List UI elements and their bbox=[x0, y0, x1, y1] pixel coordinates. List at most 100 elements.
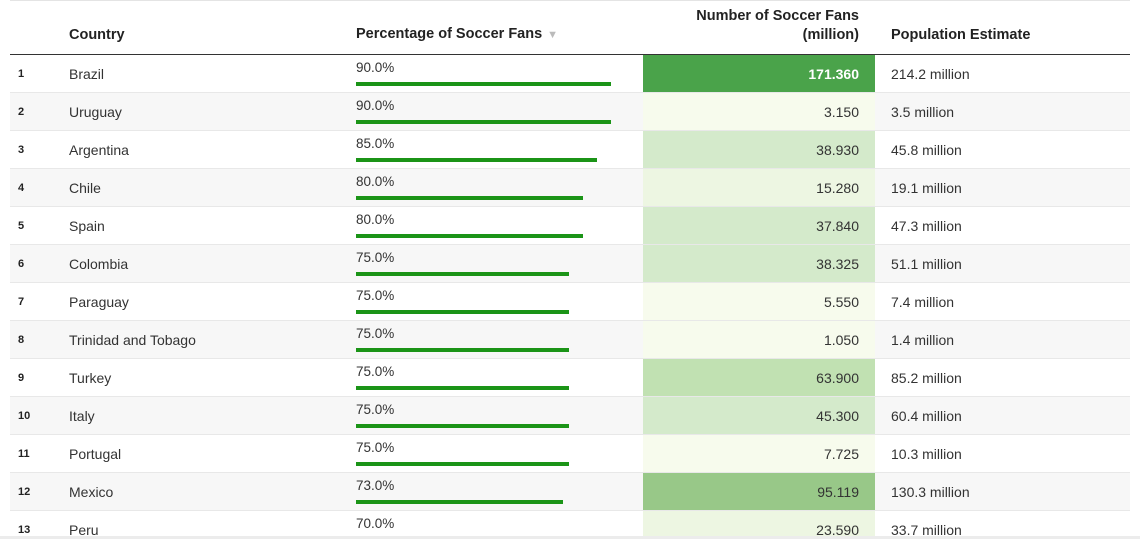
population-cell: 1.4 million bbox=[875, 320, 1130, 359]
percentage-cell: 85.0% bbox=[356, 130, 643, 169]
column-header-country[interactable]: Country bbox=[53, 1, 356, 55]
percentage-cell: 73.0% bbox=[356, 472, 643, 511]
percentage-bar bbox=[356, 234, 583, 238]
table-row: 5 Spain 80.0% 37.840 47.3 million bbox=[10, 206, 1130, 245]
percentage-bar bbox=[356, 500, 563, 504]
population-cell: 33.7 million bbox=[875, 510, 1130, 539]
population-cell: 45.8 million bbox=[875, 130, 1130, 169]
percentage-label: 85.0% bbox=[356, 136, 395, 151]
rank-cell: 10 bbox=[10, 396, 53, 435]
population-cell: 214.2 million bbox=[875, 54, 1130, 93]
percentage-cell: 75.0% bbox=[356, 358, 643, 397]
table-row: 11 Portugal 75.0% 7.725 10.3 million bbox=[10, 434, 1130, 473]
soccer-fans-table: Country Percentage of Soccer Fans ▼ Numbe… bbox=[10, 1, 1130, 539]
fans-cell: 5.550 bbox=[643, 282, 875, 321]
percentage-label: 80.0% bbox=[356, 212, 395, 227]
percentage-cell: 75.0% bbox=[356, 434, 643, 473]
table-row: 7 Paraguay 75.0% 5.550 7.4 million bbox=[10, 282, 1130, 321]
country-cell: Mexico bbox=[53, 472, 356, 511]
scroll-edge bbox=[0, 536, 1140, 539]
percentage-cell: 80.0% bbox=[356, 168, 643, 207]
table-row: 12 Mexico 73.0% 95.119 130.3 million bbox=[10, 472, 1130, 511]
percentage-cell: 70.0% bbox=[356, 510, 643, 539]
country-cell: Spain bbox=[53, 206, 356, 245]
fans-cell: 1.050 bbox=[643, 320, 875, 359]
fans-cell: 3.150 bbox=[643, 92, 875, 131]
sort-descending-icon[interactable]: ▼ bbox=[547, 29, 559, 41]
percentage-label: 75.0% bbox=[356, 402, 395, 417]
population-cell: 47.3 million bbox=[875, 206, 1130, 245]
column-header-population[interactable]: Population Estimate bbox=[875, 1, 1130, 55]
percentage-bar bbox=[356, 272, 569, 276]
rank-cell: 4 bbox=[10, 168, 53, 207]
column-header-percentage[interactable]: Percentage of Soccer Fans ▼ bbox=[356, 1, 643, 55]
percentage-cell: 90.0% bbox=[356, 54, 643, 93]
percentage-label: 75.0% bbox=[356, 440, 395, 455]
percentage-cell: 75.0% bbox=[356, 320, 643, 359]
fans-cell: 171.360 bbox=[643, 54, 875, 93]
table-row: 2 Uruguay 90.0% 3.150 3.5 million bbox=[10, 92, 1130, 131]
country-cell: Italy bbox=[53, 396, 356, 435]
population-cell: 19.1 million bbox=[875, 168, 1130, 207]
table-row: 10 Italy 75.0% 45.300 60.4 million bbox=[10, 396, 1130, 435]
percentage-label: 75.0% bbox=[356, 364, 395, 379]
percentage-label: 73.0% bbox=[356, 478, 395, 493]
percentage-bar bbox=[356, 424, 569, 428]
column-header-fans[interactable]: Number of Soccer Fans (million) bbox=[643, 1, 875, 55]
fans-cell: 23.590 bbox=[643, 510, 875, 539]
population-cell: 10.3 million bbox=[875, 434, 1130, 473]
percentage-bar bbox=[356, 386, 569, 390]
country-cell: Uruguay bbox=[53, 92, 356, 131]
column-header-percentage-label: Percentage of Soccer Fans bbox=[356, 26, 543, 42]
country-cell: Chile bbox=[53, 168, 356, 207]
country-cell: Brazil bbox=[53, 54, 356, 93]
fans-cell: 45.300 bbox=[643, 396, 875, 435]
country-cell: Turkey bbox=[53, 358, 356, 397]
column-header-population-label: Population Estimate bbox=[891, 27, 1031, 43]
column-header-fans-label-line1: Number of Soccer Fans bbox=[696, 8, 859, 24]
percentage-label: 75.0% bbox=[356, 288, 395, 303]
table-row: 3 Argentina 85.0% 38.930 45.8 million bbox=[10, 130, 1130, 169]
rank-cell: 13 bbox=[10, 510, 53, 539]
percentage-bar bbox=[356, 196, 583, 200]
percentage-cell: 75.0% bbox=[356, 244, 643, 283]
fans-cell: 38.930 bbox=[643, 130, 875, 169]
rank-cell: 6 bbox=[10, 244, 53, 283]
country-cell: Paraguay bbox=[53, 282, 356, 321]
population-cell: 130.3 million bbox=[875, 472, 1130, 511]
percentage-bar bbox=[356, 310, 569, 314]
percentage-cell: 80.0% bbox=[356, 206, 643, 245]
column-header-country-label: Country bbox=[69, 27, 125, 43]
percentage-label: 90.0% bbox=[356, 98, 395, 113]
percentage-label: 80.0% bbox=[356, 174, 395, 189]
table-row: 4 Chile 80.0% 15.280 19.1 million bbox=[10, 168, 1130, 207]
population-cell: 7.4 million bbox=[875, 282, 1130, 321]
population-cell: 85.2 million bbox=[875, 358, 1130, 397]
percentage-bar bbox=[356, 82, 611, 86]
table-row: 13 Peru 70.0% 23.590 33.7 million bbox=[10, 510, 1130, 539]
percentage-label: 75.0% bbox=[356, 250, 395, 265]
rank-cell: 12 bbox=[10, 472, 53, 511]
country-cell: Argentina bbox=[53, 130, 356, 169]
country-cell: Colombia bbox=[53, 244, 356, 283]
fans-cell: 37.840 bbox=[643, 206, 875, 245]
percentage-label: 90.0% bbox=[356, 60, 395, 75]
rank-cell: 8 bbox=[10, 320, 53, 359]
fans-cell: 15.280 bbox=[643, 168, 875, 207]
fans-cell: 38.325 bbox=[643, 244, 875, 283]
table-row: 9 Turkey 75.0% 63.900 85.2 million bbox=[10, 358, 1130, 397]
percentage-cell: 75.0% bbox=[356, 282, 643, 321]
fans-cell: 95.119 bbox=[643, 472, 875, 511]
rank-cell: 1 bbox=[10, 54, 53, 93]
table-header-row: Country Percentage of Soccer Fans ▼ Numbe… bbox=[10, 1, 1130, 55]
table-row: 1 Brazil 90.0% 171.360 214.2 million bbox=[10, 54, 1130, 93]
table-body: 1 Brazil 90.0% 171.360 214.2 million 2 Uruguay… bbox=[10, 54, 1130, 539]
rank-cell: 3 bbox=[10, 130, 53, 169]
rank-cell: 2 bbox=[10, 92, 53, 131]
percentage-bar bbox=[356, 158, 597, 162]
country-cell: Peru bbox=[53, 510, 356, 539]
percentage-cell: 75.0% bbox=[356, 396, 643, 435]
column-header-fans-label-line2: (million) bbox=[802, 27, 859, 43]
top-divider bbox=[10, 0, 1130, 1]
